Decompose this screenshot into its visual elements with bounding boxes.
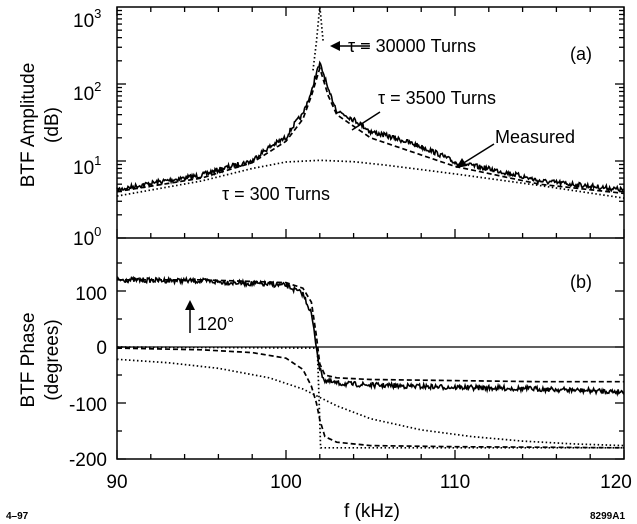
ytick-b-minus200: -200 (69, 450, 107, 471)
xtick-110: 110 (440, 472, 470, 493)
panel-label-b: (b) (570, 272, 592, 292)
amplitude-y-tick-labels: 100 101 102 103 (73, 6, 101, 250)
phase-series-3 (116, 347, 625, 449)
figure-date-code: 4–97 (6, 511, 29, 522)
phase-series-0 (116, 275, 625, 397)
annotation-phase-shift: 120° (185, 300, 234, 334)
arrow-line-tau-3500 (351, 111, 381, 131)
amplitude-series-1 (312, 6, 325, 71)
annotation-tau-3500: τ = 3500 Turns (351, 88, 496, 131)
arrow-head-tau-30000 (330, 41, 340, 51)
label-phase-shift: 120° (197, 314, 234, 334)
ytick-a-1: 101 (73, 153, 101, 179)
arrow-head-measured (456, 158, 467, 168)
label-tau-300: τ = 300 Turns (222, 184, 330, 204)
figure-id-code: 8299A1 (590, 511, 625, 522)
phase-series-1 (117, 278, 624, 383)
ytick-b-minus100: -100 (69, 395, 107, 416)
amplitude-curves (116, 6, 625, 199)
ytick-b-0: 0 (96, 338, 107, 359)
phase-y-label-line1: BTF Phase (18, 312, 39, 407)
panel-label-a: (a) (570, 44, 592, 64)
amplitude-series-2 (116, 65, 625, 195)
xtick-90: 90 (106, 472, 127, 493)
xtick-120: 120 (600, 472, 632, 493)
amplitude-series-0 (116, 60, 625, 193)
label-tau-30000: τ = 30000 Turns (348, 36, 476, 56)
amplitude-y-label-line2: (dB) (42, 107, 63, 143)
ytick-a-3: 103 (73, 6, 101, 32)
label-tau-3500: τ = 3500 Turns (378, 88, 496, 108)
annotation-tau-30000: τ = 30000 Turns (330, 36, 476, 56)
phase-y-label-line2: (degrees) (42, 319, 63, 400)
phase-series-4 (116, 346, 624, 449)
amplitude-y-label-line1: BTF Amplitude (18, 63, 39, 188)
arrow-head-phase-shift (185, 300, 195, 310)
ytick-a-2: 102 (73, 79, 101, 105)
x-tick-labels: 90 100 110 120 (106, 472, 631, 493)
phase-series-2 (116, 358, 625, 447)
amplitude-series-3 (116, 159, 625, 199)
ytick-a-0: 100 (73, 224, 101, 250)
xtick-100: 100 (270, 472, 302, 493)
amplitude-y-label: BTF Amplitude (dB) (18, 63, 63, 188)
annotation-measured: Measured (456, 127, 575, 168)
phase-y-tick-labels: 100 0 -100 -200 (69, 284, 107, 471)
ytick-b-100: 100 (75, 284, 107, 305)
phase-curves (116, 275, 625, 449)
label-measured: Measured (495, 127, 575, 147)
phase-y-label: BTF Phase (degrees) (18, 312, 63, 407)
x-axis-label: f (kHz) (344, 501, 400, 522)
arrow-line-measured (461, 143, 495, 165)
